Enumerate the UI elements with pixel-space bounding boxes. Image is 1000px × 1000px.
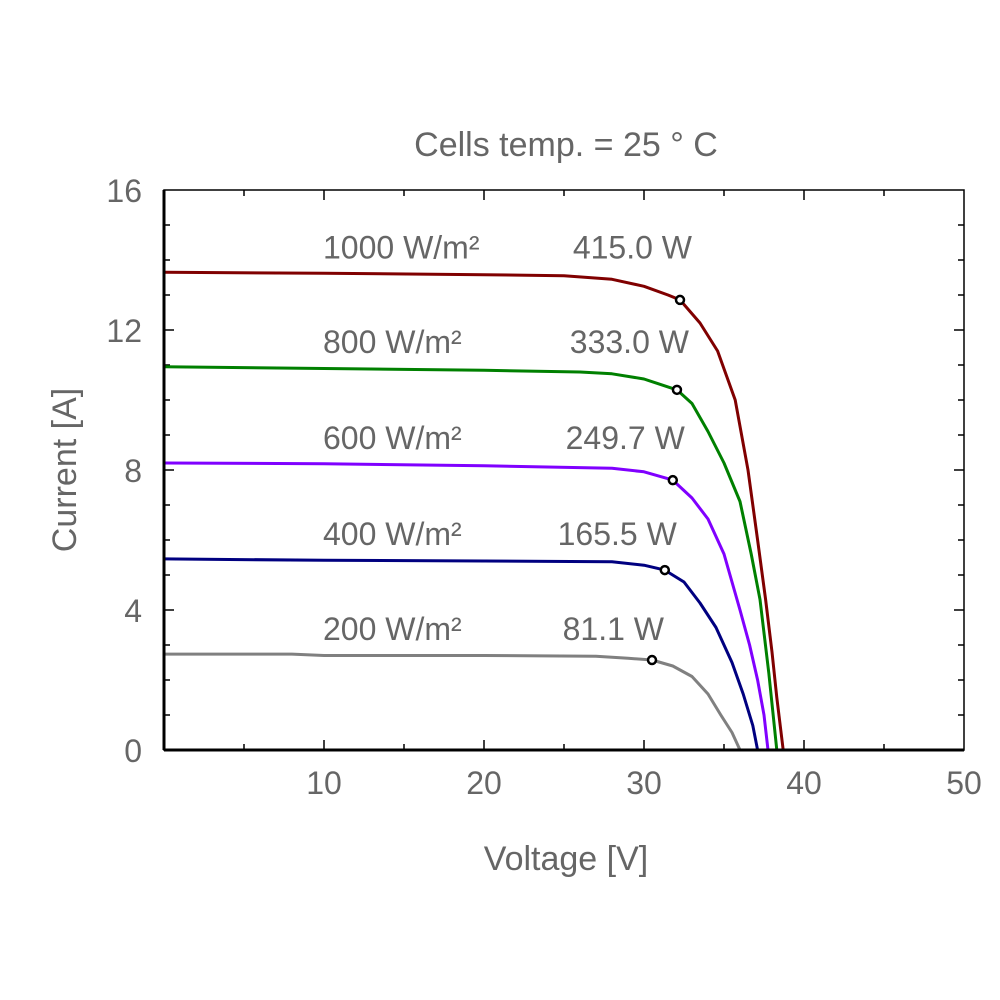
- series-4: 200 W/m² 81.1 W: [164, 611, 742, 751]
- irradiance-label: 200 W/m²: [323, 611, 462, 647]
- y-tick-label: 8: [124, 453, 142, 489]
- irradiance-label: 600 W/m²: [323, 420, 462, 456]
- irradiance-label: 800 W/m²: [323, 324, 462, 360]
- power-label: 333.0 W: [570, 324, 690, 360]
- mpp-marker: [659, 564, 671, 576]
- series-line: [163, 557, 760, 751]
- series-line: [163, 365, 779, 751]
- power-label: 81.1 W: [563, 611, 665, 647]
- chart-title: Cells temp. = 25 ° C: [414, 126, 718, 164]
- series-0: 1000 W/m² 415.0 W: [163, 229, 785, 751]
- mpp-marker: [667, 474, 679, 486]
- x-tick-label: 50: [946, 765, 982, 801]
- mpp-marker: [674, 294, 686, 306]
- power-label: 415.0 W: [573, 229, 693, 265]
- series-1: 800 W/m² 333.0 W: [163, 324, 779, 751]
- power-label: 165.5 W: [558, 516, 678, 552]
- series-line: [163, 461, 770, 751]
- x-tick-label: 20: [466, 765, 502, 801]
- series-3: 400 W/m² 165.5 W: [163, 516, 760, 751]
- series-2: 600 W/m² 249.7 W: [163, 420, 770, 751]
- y-tick-label: 16: [106, 173, 142, 209]
- irradiance-label: 1000 W/m²: [323, 229, 480, 265]
- mpp-marker: [671, 384, 683, 396]
- y-tick-label: 0: [124, 733, 142, 769]
- x-tick-label: 10: [306, 765, 342, 801]
- x-axis-label: Voltage [V]: [484, 840, 648, 878]
- series-line: [163, 270, 785, 751]
- x-tick-label: 40: [786, 765, 822, 801]
- series-line: [164, 652, 742, 751]
- power-label: 249.7 W: [566, 420, 686, 456]
- irradiance-label: 400 W/m²: [323, 516, 462, 552]
- mpp-marker: [646, 654, 658, 666]
- y-tick-label: 12: [106, 313, 142, 349]
- y-tick-label: 4: [124, 593, 142, 629]
- x-tick-label: 30: [626, 765, 662, 801]
- y-axis-label: Current [A]: [46, 388, 84, 552]
